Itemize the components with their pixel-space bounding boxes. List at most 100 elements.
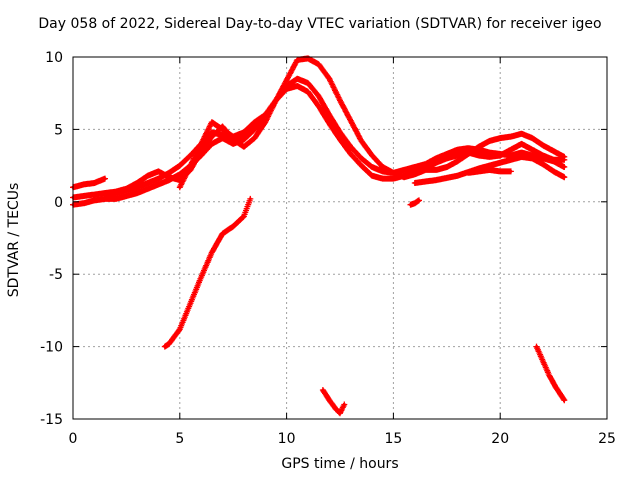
y-tick-label: -15 bbox=[40, 412, 63, 428]
data-point bbox=[466, 152, 470, 156]
data-point bbox=[156, 182, 160, 186]
series-arc-1 bbox=[70, 175, 108, 191]
data-point bbox=[413, 201, 417, 205]
data-point bbox=[520, 155, 524, 159]
data-point bbox=[391, 177, 395, 181]
data-point bbox=[530, 148, 534, 152]
data-point bbox=[248, 197, 252, 201]
data-point bbox=[434, 161, 438, 165]
data-point bbox=[509, 153, 513, 157]
data-point bbox=[552, 158, 556, 162]
data-point bbox=[413, 165, 417, 169]
data-point bbox=[455, 148, 459, 152]
data-point bbox=[231, 135, 235, 139]
data-point bbox=[477, 153, 481, 157]
data-point bbox=[530, 156, 534, 160]
data-point bbox=[263, 120, 267, 124]
data-point bbox=[188, 153, 192, 157]
data-point bbox=[210, 142, 214, 146]
data-point bbox=[541, 359, 545, 363]
data-point bbox=[242, 145, 246, 149]
data-point bbox=[114, 197, 118, 201]
data-point bbox=[199, 149, 203, 153]
y-tick-label: 0 bbox=[54, 195, 63, 211]
data-point bbox=[423, 168, 427, 172]
data-point bbox=[146, 181, 150, 185]
data-point bbox=[146, 187, 150, 191]
data-point bbox=[370, 153, 374, 157]
data-point bbox=[178, 164, 182, 168]
data-point bbox=[306, 56, 310, 60]
series-arc-10 bbox=[407, 197, 422, 208]
data-point bbox=[103, 197, 107, 201]
data-point bbox=[146, 174, 150, 178]
data-point bbox=[167, 171, 171, 175]
data-point bbox=[221, 232, 225, 236]
data-point bbox=[434, 168, 438, 172]
data-point bbox=[156, 177, 160, 181]
data-point bbox=[349, 152, 353, 156]
data-point bbox=[221, 136, 225, 140]
data-point bbox=[488, 151, 492, 155]
series-arc-6 bbox=[465, 166, 514, 176]
y-tick-label: -10 bbox=[40, 340, 63, 356]
data-point bbox=[455, 174, 459, 178]
series-arc-9 bbox=[319, 387, 348, 417]
data-points bbox=[161, 195, 254, 350]
data-point bbox=[92, 193, 96, 197]
data-point bbox=[530, 136, 534, 140]
data-point bbox=[178, 178, 182, 182]
data-point bbox=[135, 181, 139, 185]
data-point bbox=[274, 98, 278, 102]
data-point bbox=[285, 78, 289, 82]
data-point bbox=[82, 182, 86, 186]
data-point bbox=[82, 194, 86, 198]
data-point bbox=[488, 155, 492, 159]
data-points bbox=[319, 387, 348, 417]
data-point bbox=[242, 214, 246, 218]
data-point bbox=[381, 177, 385, 181]
data-point bbox=[455, 159, 459, 163]
data-point bbox=[520, 151, 524, 155]
data-point bbox=[178, 172, 182, 176]
data-point bbox=[552, 149, 556, 153]
data-point bbox=[334, 407, 338, 411]
data-points bbox=[70, 175, 108, 191]
data-point bbox=[317, 104, 321, 108]
x-tick-label: 20 bbox=[491, 431, 509, 447]
data-point bbox=[92, 198, 96, 202]
data-point bbox=[509, 169, 513, 173]
data-point bbox=[552, 169, 556, 173]
data-point bbox=[327, 122, 331, 126]
data-point bbox=[135, 191, 139, 195]
data-point bbox=[253, 136, 257, 140]
data-point bbox=[554, 385, 558, 389]
data-point bbox=[498, 169, 502, 173]
data-point bbox=[188, 164, 192, 168]
data-point bbox=[488, 168, 492, 172]
data-point bbox=[402, 175, 406, 179]
data-point bbox=[359, 156, 363, 160]
data-point bbox=[306, 90, 310, 94]
data-point bbox=[295, 77, 299, 81]
data-point bbox=[210, 120, 214, 124]
data-point bbox=[156, 169, 160, 173]
x-tick-label: 0 bbox=[69, 431, 78, 447]
series-arc-5 bbox=[411, 153, 568, 186]
data-point bbox=[231, 224, 235, 228]
x-tick-label: 15 bbox=[384, 431, 402, 447]
y-axis-label: SDTVAR / TECUs bbox=[6, 182, 22, 298]
data-point bbox=[509, 135, 513, 139]
data-point bbox=[413, 181, 417, 185]
data-point bbox=[541, 143, 545, 147]
data-point bbox=[381, 165, 385, 169]
data-point bbox=[167, 342, 171, 346]
data-point bbox=[562, 175, 566, 179]
chart-title: Day 058 of 2022, Sidereal Day-to-day VTE… bbox=[38, 16, 602, 32]
data-point bbox=[413, 172, 417, 176]
data-point bbox=[210, 135, 214, 139]
axis-ticks: 0 5 10 15 20 25 -15 -10 -5 0 5 10 bbox=[40, 50, 616, 447]
data-point bbox=[103, 191, 107, 195]
data-point bbox=[477, 169, 481, 173]
data-point bbox=[295, 58, 299, 62]
